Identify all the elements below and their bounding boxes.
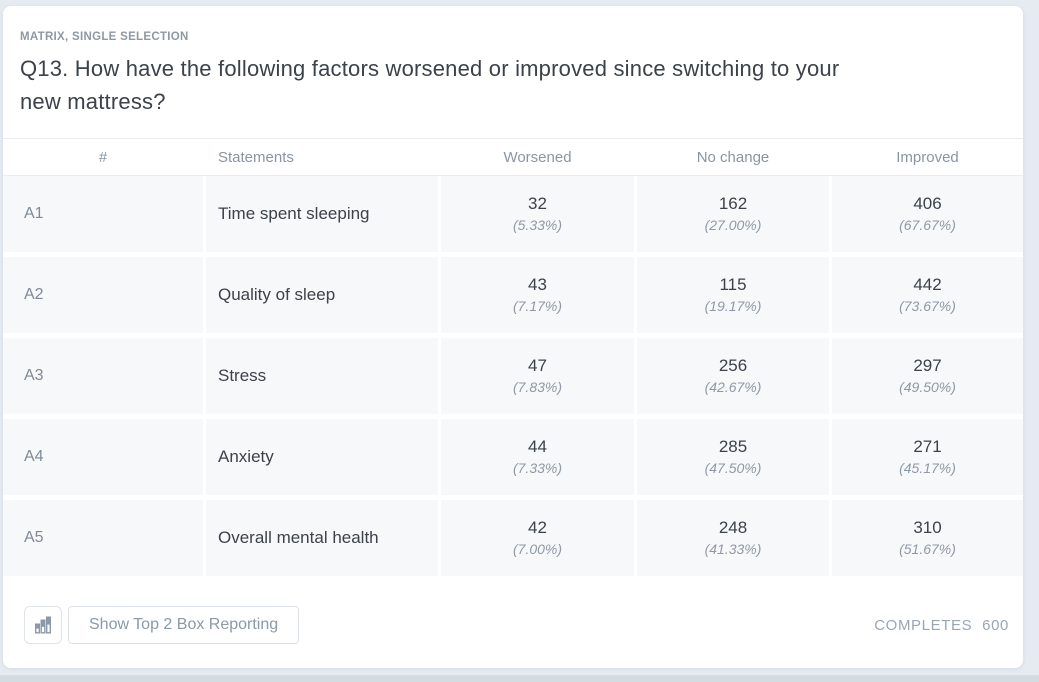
row-id: A2 [3,257,203,333]
row-statement: Overall mental health [206,500,438,576]
worsened-cell: 43 (7.17%) [441,257,634,333]
question-type-tag: MATRIX, SINGLE SELECTION [20,31,189,43]
row-id: A4 [3,419,203,495]
percent-value: (19.17%) [704,298,762,314]
no-change-cell: 256 (42.67%) [637,338,829,414]
count-value: 162 [718,194,748,213]
table-row: A4 Anxiety 44 (7.33%) 285 (47.50%) 271 (… [3,419,1023,495]
improved-cell: 297 (49.50%) [832,338,1023,414]
percent-value: (42.67%) [704,379,762,395]
count-value: 42 [528,518,547,537]
count-value: 44 [528,437,547,456]
percent-value: (47.50%) [704,460,762,476]
worsened-cell: 47 (7.83%) [441,338,634,414]
table-header-row: # Statements Worsened No change Improved [3,138,1023,176]
percent-value: (7.83%) [512,379,563,395]
completes-summary: COMPLETES 600 [874,617,1009,634]
count-value: 248 [718,518,748,537]
no-change-cell: 115 (19.17%) [637,257,829,333]
count-value: 442 [913,275,942,294]
row-statement: Stress [206,338,438,414]
count-value: 32 [528,194,547,213]
percent-value: (67.67%) [899,217,956,233]
completes-label: COMPLETES [874,616,973,634]
row-id: A5 [3,500,203,576]
percent-value: (45.17%) [899,460,956,476]
matrix-results-table: # Statements Worsened No change Improved… [3,138,1023,576]
column-header-no-change: No change [696,148,770,166]
percent-value: (49.50%) [899,379,956,395]
percent-value: (27.00%) [704,217,762,233]
page-bottom-strip [0,675,1039,682]
question-title: Q13. How have the following factors wors… [20,56,840,114]
table-row: A3 Stress 47 (7.83%) 256 (42.67%) 297 (4… [3,338,1023,414]
worsened-cell: 44 (7.33%) [441,419,634,495]
percent-value: (7.00%) [512,541,563,557]
count-value: 285 [718,437,748,456]
count-value: 297 [913,356,942,375]
percent-value: (5.33%) [512,217,563,233]
table-body: A1 Time spent sleeping 32 (5.33%) 162 (2… [3,176,1023,576]
percent-value: (7.17%) [512,298,563,314]
improved-cell: 271 (45.17%) [832,419,1023,495]
chart-view-button[interactable] [24,606,62,644]
table-row: A5 Overall mental health 42 (7.00%) 248 … [3,500,1023,576]
row-statement: Anxiety [206,419,438,495]
count-value: 271 [913,437,942,456]
percent-value: (73.67%) [899,298,956,314]
column-header-worsened: Worsened [503,148,572,166]
bar-chart-icon [34,616,52,634]
percent-value: (41.33%) [704,541,762,557]
question-results-card: MATRIX, SINGLE SELECTION Q13. How have t… [3,6,1023,668]
completes-value: 600 [982,616,1009,634]
count-value: 43 [528,275,547,294]
improved-cell: 310 (51.67%) [832,500,1023,576]
count-value: 115 [719,275,747,294]
table-row: A1 Time spent sleeping 32 (5.33%) 162 (2… [3,176,1023,252]
improved-cell: 406 (67.67%) [832,176,1023,252]
column-header-number: # [98,148,108,166]
count-value: 406 [913,194,942,213]
question-header: MATRIX, SINGLE SELECTION Q13. How have t… [3,6,1023,118]
table-row: A2 Quality of sleep 43 (7.17%) 115 (19.1… [3,257,1023,333]
card-footer: Show Top 2 Box Reporting COMPLETES 600 [3,606,1023,644]
worsened-cell: 32 (5.33%) [441,176,634,252]
row-statement: Time spent sleeping [206,176,438,252]
row-statement: Quality of sleep [206,257,438,333]
count-value: 47 [528,356,547,375]
no-change-cell: 162 (27.00%) [637,176,829,252]
column-header-statements: Statements [218,148,294,166]
show-top2-box-button[interactable]: Show Top 2 Box Reporting [68,606,300,644]
improved-cell: 442 (73.67%) [832,257,1023,333]
no-change-cell: 248 (41.33%) [637,500,829,576]
percent-value: (51.67%) [899,541,956,557]
row-id: A3 [3,338,203,414]
count-value: 256 [718,356,748,375]
percent-value: (7.33%) [512,460,563,476]
row-id: A1 [3,176,203,252]
column-header-improved: Improved [896,148,959,166]
no-change-cell: 285 (47.50%) [637,419,829,495]
worsened-cell: 42 (7.00%) [441,500,634,576]
count-value: 310 [913,518,942,537]
